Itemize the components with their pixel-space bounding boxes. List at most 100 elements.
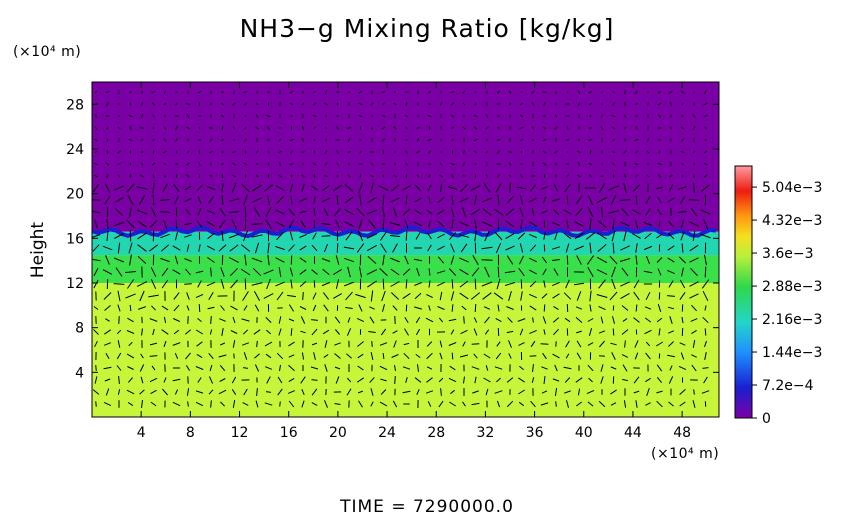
x-tick-label: 12 — [231, 425, 249, 441]
wind-arrow — [530, 400, 536, 408]
wind-arrow — [426, 377, 433, 383]
wind-arrow — [230, 305, 238, 311]
wind-arrow — [382, 353, 385, 359]
wind-arrow — [565, 174, 570, 178]
wind-arrow — [242, 367, 249, 369]
wind-arrow — [485, 114, 489, 118]
wind-arrow — [509, 182, 511, 194]
wind-arrow — [701, 184, 710, 192]
wind-arrow — [450, 329, 455, 335]
wind-arrow — [543, 304, 546, 312]
wind-arrow — [265, 329, 272, 335]
wind-arrow — [575, 207, 583, 217]
wind-arrow — [232, 162, 236, 166]
wind-arrow — [290, 114, 293, 118]
wind-arrow — [346, 328, 352, 336]
wind-arrow — [450, 255, 455, 265]
wind-arrow — [312, 292, 317, 300]
wind-arrow — [645, 291, 651, 301]
wind-arrow — [463, 376, 465, 384]
wind-arrow — [520, 91, 523, 93]
wind-arrow — [93, 267, 99, 277]
wind-arrow — [219, 318, 226, 322]
wind-arrow — [336, 115, 339, 117]
wind-arrow — [393, 90, 397, 94]
wind-arrow — [552, 221, 560, 227]
wind-arrow — [334, 403, 341, 405]
wind-arrow — [463, 316, 465, 324]
wind-arrow — [113, 221, 125, 227]
wind-arrow — [552, 281, 560, 287]
wind-arrow — [390, 281, 400, 287]
wind-arrow — [334, 353, 341, 359]
wind-arrow — [302, 292, 304, 300]
wind-arrow — [113, 283, 125, 285]
wind-arrow — [94, 90, 98, 94]
wind-arrow — [405, 150, 408, 154]
wind-arrow — [267, 91, 270, 93]
wind-arrow — [162, 388, 168, 396]
wind-arrow — [172, 378, 181, 382]
wind-arrow — [263, 293, 274, 299]
wind-arrow — [598, 400, 606, 408]
wind-arrow — [439, 174, 443, 178]
wind-arrow — [414, 377, 422, 383]
wind-arrow — [508, 102, 512, 106]
wind-arrow — [528, 293, 538, 299]
wind-arrow — [312, 162, 317, 166]
wind-arrow — [428, 90, 431, 94]
wind-arrow — [680, 151, 685, 153]
wind-arrow — [393, 102, 397, 106]
wind-arrow — [221, 162, 224, 166]
wind-arrow — [586, 255, 595, 265]
wind-arrow — [460, 183, 468, 193]
wind-arrow — [371, 341, 373, 347]
wind-arrow — [114, 207, 124, 217]
wind-arrow — [693, 182, 695, 194]
wind-arrow — [531, 377, 535, 383]
wind-arrow — [380, 243, 387, 253]
wind-arrow — [208, 376, 214, 384]
wind-arrow — [577, 161, 581, 167]
wind-arrow — [426, 341, 433, 347]
wind-arrow — [575, 306, 583, 310]
wind-arrow — [313, 352, 316, 360]
wind-arrow — [275, 281, 285, 287]
wind-arrow — [458, 234, 470, 238]
wind-arrow — [335, 279, 340, 289]
wind-arrow — [693, 90, 695, 94]
wind-arrow — [233, 90, 235, 94]
wind-arrow — [551, 259, 561, 261]
wind-arrow — [209, 329, 213, 335]
wind-arrow — [612, 218, 615, 230]
wind-arrow — [667, 269, 675, 275]
wind-arrow — [229, 257, 239, 263]
wind-arrow — [402, 292, 411, 300]
wind-arrow — [462, 206, 466, 218]
wind-arrow — [529, 355, 537, 357]
wind-arrow — [482, 292, 492, 300]
wind-arrow — [474, 102, 477, 106]
wind-arrow — [358, 102, 363, 106]
wind-arrow — [405, 231, 408, 241]
wind-arrow — [175, 125, 178, 131]
wind-arrow — [265, 219, 272, 229]
wind-arrow — [266, 278, 271, 290]
wind-arrow — [218, 389, 227, 395]
wind-arrow — [323, 243, 329, 253]
wind-arrow — [601, 114, 603, 118]
wind-arrow — [635, 243, 638, 253]
wind-arrow — [540, 343, 549, 345]
wind-arrow — [253, 290, 261, 302]
wind-arrow — [163, 162, 167, 166]
wind-arrow — [541, 293, 548, 299]
wind-arrow — [105, 162, 110, 166]
wind-arrow — [255, 162, 259, 166]
wind-arrow — [232, 102, 236, 106]
wind-arrow — [311, 319, 318, 321]
wind-arrow — [483, 306, 491, 310]
wind-arrow — [427, 138, 432, 142]
wind-arrow — [496, 115, 501, 117]
wind-arrow — [520, 174, 523, 178]
wind-arrow — [597, 244, 607, 252]
